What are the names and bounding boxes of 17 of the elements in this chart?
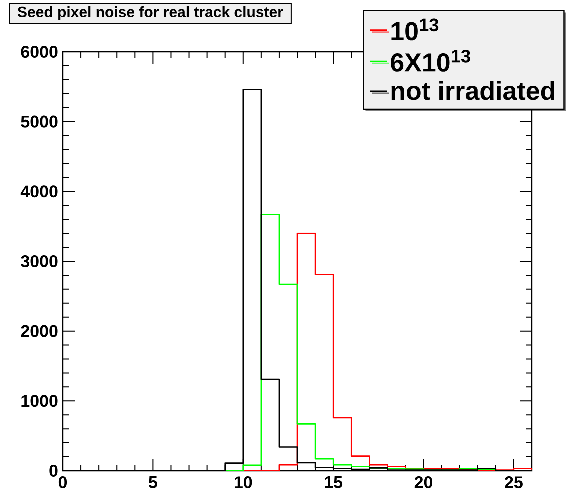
legend-label: 10$^{13}$ [392,18,439,41]
x-tick-label: 5 [148,476,158,488]
x-tick-label: 15 [325,476,343,488]
legend-label: not irradiated [392,81,554,100]
x-tick-label: 10 [234,476,252,489]
y-tick-label: 4000 [20,186,58,198]
x-tick-label: 0 [58,476,68,489]
y-tick-label: 0 [50,464,58,478]
y-tick-label: 2000 [21,325,58,338]
x-tick-label: 25 [505,476,523,489]
y-tick-label: 1000 [22,395,58,408]
y-tick-label: 3000 [21,255,58,268]
chart-title: Seed pixel noise for real track cluster [18,6,284,20]
y-tick-label: 5000 [21,116,58,128]
y-tick-label: 6000 [21,46,58,58]
x-tick-label: 20 [414,476,433,489]
legend-label: 6X10$^{13}$ [391,50,470,72]
